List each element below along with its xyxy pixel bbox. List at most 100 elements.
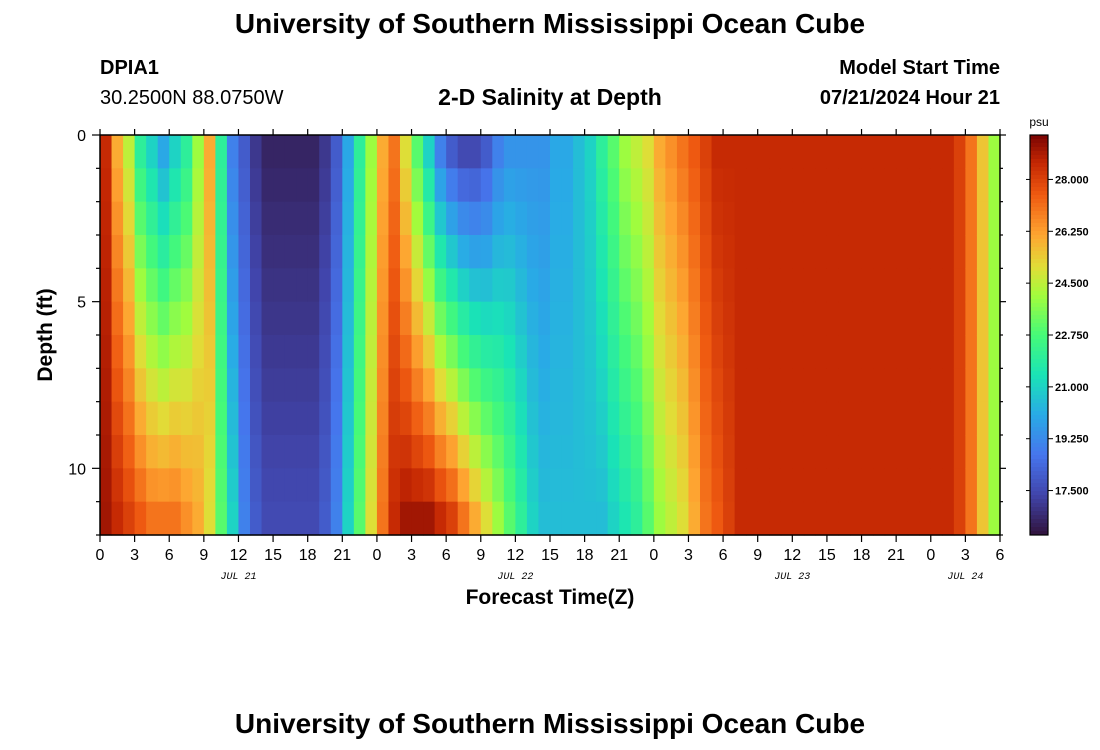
heatmap-cell bbox=[873, 301, 886, 336]
heatmap-cell bbox=[561, 468, 574, 503]
heatmap-cell bbox=[423, 201, 436, 236]
heatmap-cell bbox=[988, 301, 1001, 336]
heatmap-cell bbox=[411, 335, 424, 369]
heatmap-cell bbox=[434, 135, 447, 169]
heatmap-cell bbox=[988, 335, 1001, 369]
heatmap-cell bbox=[446, 268, 459, 303]
colorbar-segment bbox=[1030, 403, 1048, 408]
heatmap-cell bbox=[665, 201, 678, 236]
heatmap-cell bbox=[619, 235, 632, 269]
colorbar-segment bbox=[1030, 511, 1048, 516]
heatmap-cell bbox=[457, 435, 470, 469]
colorbar-segment bbox=[1030, 255, 1048, 260]
heatmap-cell bbox=[134, 435, 147, 469]
heatmap-cell bbox=[561, 168, 574, 203]
heatmap-cell bbox=[192, 468, 205, 503]
colorbar-segment bbox=[1030, 191, 1048, 196]
heatmap-cell bbox=[400, 401, 413, 436]
heatmap-cell bbox=[561, 235, 574, 269]
heatmap-cell bbox=[607, 501, 620, 536]
heatmap-cell bbox=[434, 501, 447, 536]
heatmap-cell bbox=[296, 268, 309, 303]
colorbar-segment bbox=[1030, 291, 1048, 296]
heatmap-cell bbox=[688, 401, 701, 436]
heatmap-cell bbox=[757, 201, 770, 236]
heatmap-cell bbox=[896, 268, 909, 303]
heatmap-cell bbox=[746, 501, 759, 536]
heatmap-cell bbox=[815, 301, 828, 336]
heatmap-cell bbox=[423, 501, 436, 536]
heatmap-cell bbox=[769, 335, 782, 369]
heatmap-cell bbox=[469, 368, 482, 403]
heatmap-cell bbox=[642, 501, 655, 536]
heatmap-cell bbox=[850, 235, 863, 269]
x-tick-label: 9 bbox=[199, 547, 208, 564]
heatmap-cell bbox=[250, 301, 263, 336]
heatmap-cell bbox=[111, 501, 124, 536]
heatmap-cell bbox=[365, 235, 378, 269]
heatmap-cell bbox=[780, 501, 793, 536]
heatmap-cell bbox=[573, 435, 586, 469]
heatmap-cell bbox=[700, 235, 713, 269]
heatmap-cell bbox=[607, 401, 620, 436]
heatmap-cell bbox=[723, 201, 736, 236]
heatmap-cell bbox=[965, 435, 978, 469]
colorbar-segment bbox=[1030, 303, 1048, 308]
heatmap-cell bbox=[815, 268, 828, 303]
colorbar-segment bbox=[1030, 211, 1048, 216]
heatmap-cell bbox=[769, 501, 782, 536]
heatmap-cell bbox=[526, 435, 540, 469]
heatmap-cell bbox=[711, 368, 724, 403]
y-tick-label: 0 bbox=[77, 128, 86, 145]
colorbar-segment bbox=[1030, 347, 1048, 352]
heatmap-cell bbox=[400, 501, 413, 536]
heatmap-cell bbox=[850, 301, 863, 336]
heatmap-cell bbox=[723, 168, 736, 203]
heatmap-cell bbox=[988, 468, 1001, 503]
colorbar-segment bbox=[1030, 371, 1048, 376]
heatmap-cell bbox=[434, 335, 447, 369]
heatmap-cell bbox=[538, 501, 551, 536]
heatmap-cell bbox=[884, 368, 897, 403]
heatmap-cell bbox=[711, 201, 724, 236]
heatmap-cell bbox=[411, 135, 424, 169]
colorbar-segment bbox=[1030, 179, 1048, 184]
heatmap-cell bbox=[203, 501, 216, 536]
heatmap-cell bbox=[273, 201, 286, 236]
colorbar-segment bbox=[1030, 251, 1048, 256]
heatmap-cell bbox=[803, 368, 816, 403]
heatmap-cell bbox=[284, 201, 297, 236]
colorbar-segment bbox=[1030, 311, 1048, 316]
heatmap-cell bbox=[919, 501, 932, 536]
colorbar-segment bbox=[1030, 355, 1048, 360]
colorbar-segment bbox=[1030, 323, 1048, 328]
colorbar-segment bbox=[1030, 283, 1048, 288]
heatmap-cell bbox=[261, 135, 274, 169]
heatmap-cell bbox=[861, 435, 874, 469]
heatmap-cell bbox=[630, 401, 643, 436]
colorbar-segment bbox=[1030, 407, 1048, 412]
colorbar-segment bbox=[1030, 359, 1048, 364]
heatmap-cell bbox=[734, 135, 747, 169]
heatmap-cell bbox=[296, 301, 309, 336]
heatmap-cell bbox=[169, 468, 182, 503]
heatmap-cell bbox=[457, 501, 470, 536]
heatmap-cell bbox=[457, 368, 470, 403]
heatmap-cell bbox=[873, 435, 886, 469]
heatmap-cell bbox=[250, 135, 263, 169]
heatmap-cell bbox=[365, 168, 378, 203]
chart-subtitle: 2-D Salinity at Depth bbox=[438, 84, 662, 110]
heatmap-cell bbox=[353, 201, 366, 236]
heatmap-cell bbox=[100, 168, 113, 203]
heatmap-cell bbox=[319, 168, 332, 203]
heatmap-cell bbox=[550, 301, 563, 336]
heatmap-cell bbox=[826, 501, 840, 536]
heatmap-cell bbox=[400, 268, 413, 303]
heatmap-cell bbox=[688, 301, 701, 336]
colorbar-segment bbox=[1030, 503, 1048, 508]
heatmap-cell bbox=[561, 368, 574, 403]
heatmap-cell bbox=[561, 335, 574, 369]
heatmap-cell bbox=[250, 435, 263, 469]
heatmap-cell bbox=[353, 401, 366, 436]
heatmap-cell bbox=[446, 368, 459, 403]
